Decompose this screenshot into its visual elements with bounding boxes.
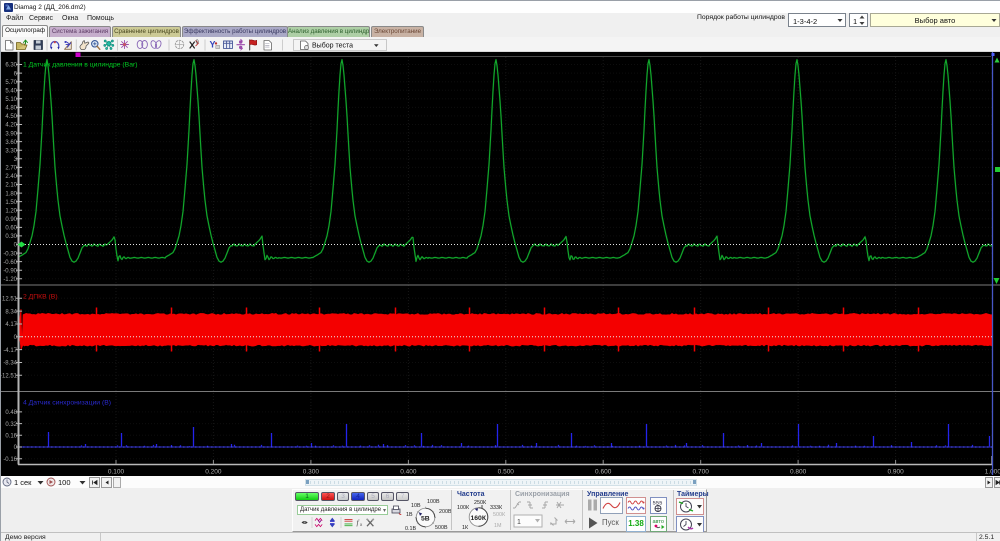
svg-text:0.400: 0.400 — [400, 469, 417, 476]
svg-text:0.90: 0.90 — [5, 217, 17, 223]
svg-text:2 ДПКВ (В): 2 ДПКВ (В) — [23, 294, 58, 301]
svg-text:160К: 160К — [471, 515, 487, 522]
svg-text:8.34: 8.34 — [5, 309, 17, 315]
svg-text:-8.34: -8.34 — [3, 361, 17, 367]
svg-text:0: 0 — [14, 243, 18, 249]
svg-text:10В: 10В — [411, 503, 421, 509]
svg-text:0.16: 0.16 — [5, 434, 17, 440]
svg-text:555: 555 — [653, 500, 663, 507]
svg-text:-4.17: -4.17 — [3, 348, 17, 354]
svg-text:1М: 1М — [494, 523, 502, 529]
svg-text:250К: 250К — [474, 500, 487, 506]
svg-text:500В: 500В — [435, 525, 448, 531]
svg-text:1К: 1К — [462, 525, 469, 531]
svg-text:0: 0 — [14, 445, 18, 451]
svg-text:0.48: 0.48 — [5, 410, 17, 416]
svg-text:1В: 1В — [406, 512, 413, 518]
svg-text:6: 6 — [14, 71, 18, 77]
svg-text:0: 0 — [14, 335, 18, 341]
svg-text:3.30: 3.30 — [5, 148, 17, 154]
svg-text:1.80: 1.80 — [5, 191, 17, 197]
svg-text:0.700: 0.700 — [693, 469, 710, 476]
svg-text:500К: 500К — [493, 512, 506, 518]
svg-text:-0.16: -0.16 — [3, 457, 17, 463]
svg-text:12.51: 12.51 — [2, 297, 18, 303]
svg-text:2.40: 2.40 — [5, 174, 17, 180]
svg-text:4.80: 4.80 — [5, 106, 17, 112]
svg-text:0.30: 0.30 — [5, 234, 17, 240]
svg-text:1.50: 1.50 — [5, 200, 17, 206]
svg-text:4 Датчик синхронизации (В): 4 Датчик синхронизации (В) — [23, 400, 111, 407]
svg-text:0.60: 0.60 — [5, 226, 17, 232]
svg-text:100В: 100В — [427, 499, 440, 505]
svg-text:0.800: 0.800 — [790, 469, 807, 476]
svg-text:4.17: 4.17 — [5, 322, 17, 328]
svg-text:0.100: 0.100 — [108, 469, 125, 476]
svg-text:0.200: 0.200 — [205, 469, 222, 476]
svg-text:1.20: 1.20 — [5, 208, 17, 214]
svg-text:3.60: 3.60 — [5, 140, 17, 146]
svg-text:5.70: 5.70 — [5, 80, 17, 86]
svg-text:Y: Y — [210, 40, 216, 50]
svg-text:333К: 333К — [490, 505, 503, 511]
svg-text:-1.20: -1.20 — [3, 277, 17, 283]
svg-text:авто: авто — [653, 519, 664, 525]
svg-text:-0.60: -0.60 — [3, 260, 17, 266]
svg-text:5.10: 5.10 — [5, 97, 17, 103]
svg-text:4.50: 4.50 — [5, 114, 17, 120]
svg-text:1 Датчик давления в цилиндре (: 1 Датчик давления в цилиндре (Bar) — [23, 62, 138, 69]
svg-text:-0.90: -0.90 — [3, 268, 17, 274]
svg-text:2.70: 2.70 — [5, 166, 17, 172]
svg-text:0: 0 — [196, 39, 199, 45]
svg-text:1: 1 — [517, 519, 521, 526]
svg-text:5.40: 5.40 — [5, 88, 17, 94]
svg-text:0.900: 0.900 — [887, 469, 904, 476]
svg-text:3.90: 3.90 — [5, 131, 17, 137]
svg-text:0.600: 0.600 — [595, 469, 612, 476]
svg-text:f: f — [357, 518, 360, 527]
svg-text:4.20: 4.20 — [5, 123, 17, 129]
svg-text:6.30: 6.30 — [5, 63, 17, 69]
svg-text:0.1В: 0.1В — [405, 526, 416, 532]
svg-text:0.500: 0.500 — [498, 469, 515, 476]
svg-text:200В: 200В — [439, 509, 451, 515]
svg-text:5В: 5В — [421, 516, 430, 523]
svg-text:0.300: 0.300 — [303, 469, 320, 476]
svg-text:-12.51: -12.51 — [1, 374, 18, 380]
svg-text:-0.30: -0.30 — [3, 251, 17, 257]
svg-text:0.32: 0.32 — [5, 422, 17, 428]
svg-text:2.10: 2.10 — [5, 183, 17, 189]
svg-text:100К: 100К — [457, 505, 470, 511]
svg-text:Выбор теста: Выбор теста — [312, 41, 353, 49]
svg-text:3: 3 — [14, 157, 18, 163]
svg-text:x: x — [360, 522, 363, 527]
